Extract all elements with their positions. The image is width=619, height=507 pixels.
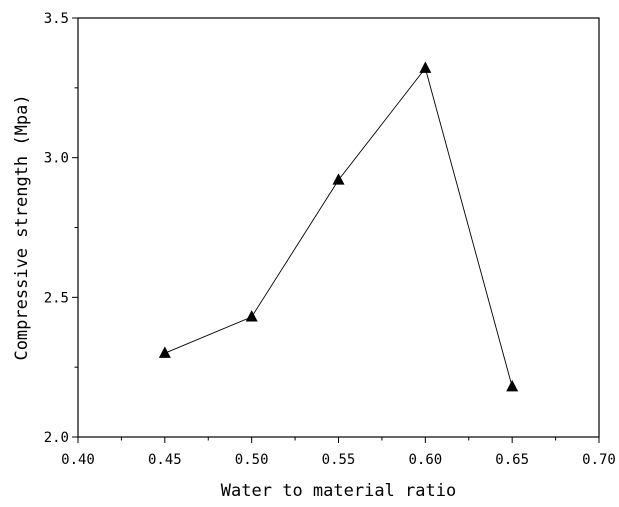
data-point-triangle (158, 346, 171, 358)
x-tick-label: 0.55 (322, 452, 356, 468)
y-tick-label: 3.5 (44, 11, 69, 27)
x-tick-label: 0.40 (61, 452, 95, 468)
y-tick-label: 2.5 (44, 290, 69, 306)
x-tick-label: 0.60 (408, 452, 442, 468)
x-axis-title: Water to material ratio (221, 481, 456, 501)
data-point-triangle (419, 61, 432, 73)
y-axis-title: Compressive strength (Mpa) (12, 94, 32, 360)
ticks: 0.40 0.45 0.50 0.55 0.60 0.65 0.70 2.0 2.5 3.0 3.5 (44, 11, 616, 468)
x-tick-label: 0.50 (235, 452, 269, 468)
y-tick-label: 3.0 (44, 151, 69, 167)
series-line (164, 67, 513, 387)
x-tick-label: 0.65 (495, 452, 529, 468)
data-point-triangle (506, 379, 519, 392)
y-tick-label: 2.0 (44, 430, 69, 446)
x-tick-label: 0.45 (148, 452, 182, 468)
data-point-triangle (332, 173, 345, 185)
plot-frame (77, 17, 600, 438)
data-point-triangle (245, 310, 258, 322)
series (158, 61, 519, 392)
axes (77, 17, 600, 438)
x-tick-label: 0.70 (582, 452, 616, 468)
